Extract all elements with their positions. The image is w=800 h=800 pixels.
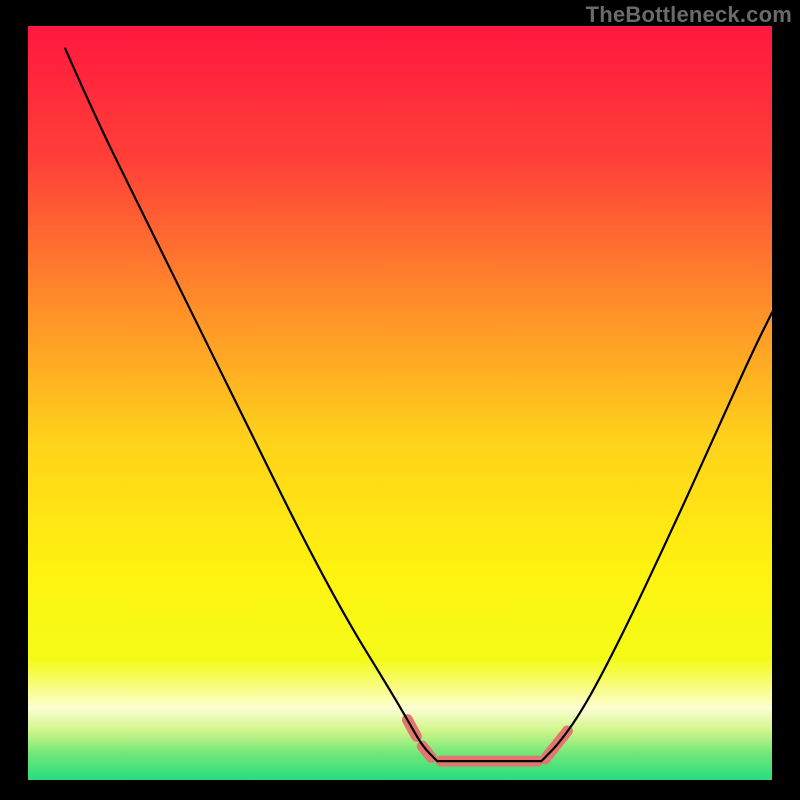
watermark-text: TheBottleneck.com: [586, 2, 792, 28]
bottleneck-chart: [0, 0, 800, 800]
plot-area: [28, 26, 772, 780]
chart-root: TheBottleneck.com: [0, 0, 800, 800]
